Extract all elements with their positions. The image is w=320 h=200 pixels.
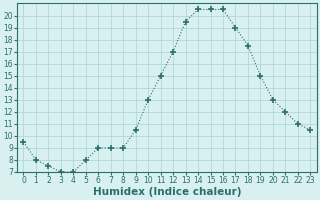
X-axis label: Humidex (Indice chaleur): Humidex (Indice chaleur) <box>93 187 241 197</box>
